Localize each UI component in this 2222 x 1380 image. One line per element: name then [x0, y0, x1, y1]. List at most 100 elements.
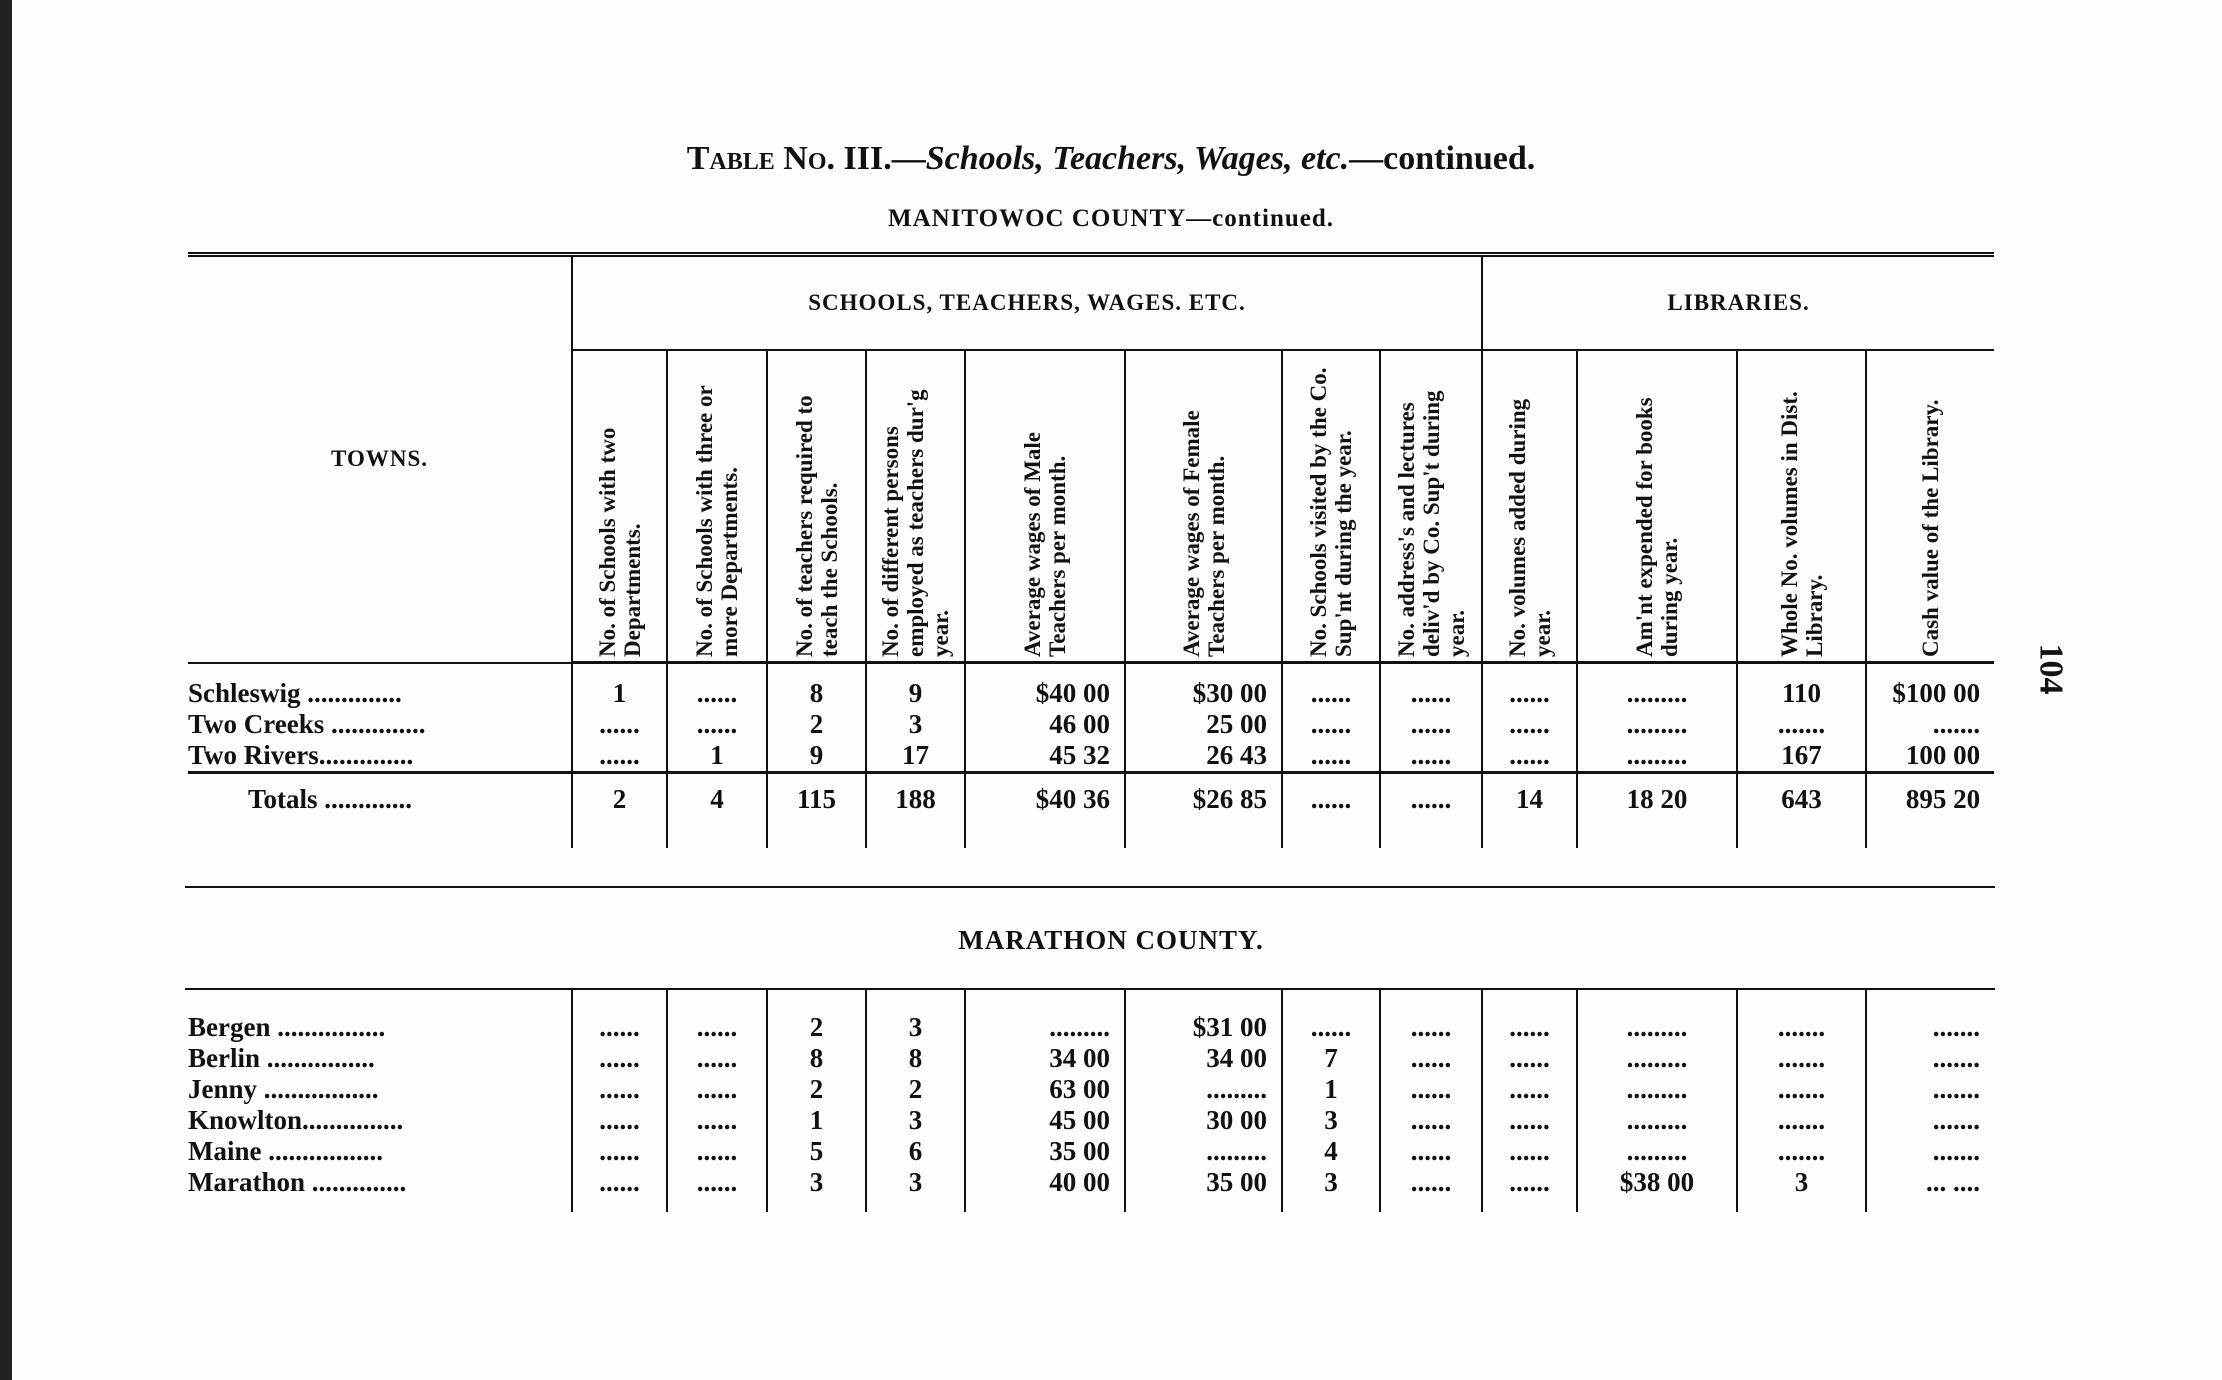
table-cell: .......	[1736, 990, 1866, 1043]
table-cell: 1	[571, 662, 667, 709]
table-cell: ......	[1481, 740, 1578, 773]
table-cell: ......	[666, 1074, 767, 1105]
table-cell: .........	[1576, 1074, 1737, 1105]
column-header: No. Schools visited by the Co. Sup'nt du…	[1281, 350, 1380, 664]
table-cell: 26 43	[1124, 740, 1282, 773]
table-cell: 6	[865, 1136, 965, 1167]
table-cell: $31 00	[1124, 990, 1282, 1043]
table-cell: 45 32	[964, 740, 1125, 773]
table-row: Schleswig .............. 1...... 8 9 $40 00 $…	[188, 662, 1995, 709]
table-row: Knowlton........................... 1 3 45 …	[188, 1105, 1994, 1136]
column-header-label: No. of Schools with two Departments.	[594, 427, 645, 657]
table-cell: .......	[1865, 709, 1995, 740]
table-cell: 167	[1736, 740, 1867, 773]
table-cell: ......	[1481, 662, 1578, 709]
table-cell: 35 00	[964, 1136, 1125, 1167]
table-cell: ......	[1281, 709, 1380, 740]
table-cell: $30 00	[1124, 662, 1282, 709]
table-cell: .........	[1576, 1043, 1737, 1074]
town-name: Berlin ................	[188, 1043, 375, 1073]
column-header-label: No. Schools visited by the Co. Sup'nt du…	[1306, 367, 1356, 657]
table-cell: ......	[1379, 990, 1482, 1043]
table-row: Two Creeks .......................... 2 3 4…	[188, 709, 1995, 740]
table-cell: .........	[1576, 709, 1738, 740]
table-cell: 3	[1281, 1105, 1380, 1136]
table-cell: 2	[766, 1074, 866, 1105]
town-name: Bergen ................	[188, 1012, 386, 1042]
table-cell: 18 20	[1576, 771, 1738, 848]
table-cell: ......	[1379, 1136, 1482, 1167]
column-header: Am'nt expended for books during year.	[1576, 350, 1738, 664]
column-header: No. of Schools with three or more Depart…	[666, 350, 767, 664]
town-name: Two Rivers..............	[188, 740, 414, 770]
table-cell: .......	[1865, 1074, 1994, 1105]
table-cell: 643	[1736, 771, 1867, 848]
table-cell: 3	[865, 1167, 965, 1212]
column-header: No. of Schools with two Departments.	[571, 350, 667, 664]
table-cell: 9	[766, 740, 866, 773]
table-cell: 8	[766, 1043, 866, 1074]
column-header: Average wages of Male Teachers per month…	[964, 350, 1125, 664]
table-cell: ......	[1281, 662, 1380, 709]
table-cell: 8	[766, 662, 866, 709]
table-cell: .......	[1865, 1043, 1994, 1074]
scan-edge	[0, 0, 12, 1380]
table-cell: 2	[766, 709, 866, 740]
table-cell: .......	[1865, 1105, 1994, 1136]
table-cell: ......	[1379, 1105, 1482, 1136]
table-cell: 188	[865, 771, 965, 848]
table-cell: 3	[766, 1167, 866, 1212]
towns-header: TOWNS.	[188, 254, 572, 664]
table-cell: 895 20	[1865, 771, 1995, 848]
table-cell: ......	[666, 709, 767, 740]
table-cell: 46 00	[964, 709, 1125, 740]
table-cell: .........	[1576, 740, 1738, 773]
table-cell: 35 00	[1124, 1167, 1282, 1212]
table-cell: ......	[1481, 990, 1577, 1043]
table-row: Jenny ............................. 2 2 63 …	[188, 1074, 1994, 1105]
table-cell: 2	[766, 990, 866, 1043]
table-cell: 100 00	[1865, 740, 1995, 773]
table-cell: .......	[1736, 1105, 1866, 1136]
table-cell: 115	[766, 771, 866, 848]
table-cell: .........	[1124, 1074, 1282, 1105]
table-cell: 14	[1481, 771, 1578, 848]
table-cell: $100 00	[1865, 662, 1995, 709]
schools-group-header: SCHOOLS, TEACHERS, WAGES. ETC.	[570, 254, 1483, 351]
totals-row: Totals ............. 2 4 115 188 $40 36 $26 85…	[188, 771, 1995, 848]
table-cell: 40 00	[964, 1167, 1125, 1212]
table-cell: 3	[1736, 1167, 1866, 1212]
section-rule	[185, 886, 1995, 888]
table-cell: ......	[1481, 1136, 1577, 1167]
table-cell: 34 00	[964, 1043, 1125, 1074]
table-cell: 17	[865, 740, 965, 773]
table-cell: 2	[865, 1074, 965, 1105]
table-row: Marathon .......................... 3 3 40 …	[188, 1167, 1994, 1212]
table-cell: 1	[666, 740, 767, 773]
table-cell: ......	[1378, 740, 1483, 773]
town-name: Two Creeks ..............	[188, 709, 426, 739]
town-name: Knowlton...............	[188, 1105, 404, 1135]
table-cell: ... ....	[1865, 1167, 1994, 1212]
table-cell: ......	[666, 1167, 767, 1212]
marathon-county-title: MARATHON COUNTY.	[958, 925, 1264, 955]
table-cell: $38 00	[1576, 1167, 1737, 1212]
table-cell: 25 00	[1124, 709, 1282, 740]
column-header: No. volumes added during year.	[1481, 350, 1578, 664]
column-header-label: No. of teachers required to teach the Sc…	[791, 395, 842, 657]
town-name: Marathon ..............	[188, 1167, 407, 1197]
column-header-label: No. of different persons employed as tea…	[878, 389, 953, 657]
table-cell: 45 00	[964, 1105, 1125, 1136]
section-rule	[185, 988, 1995, 990]
column-header: No. address's and lectures deliv'd by Co…	[1378, 350, 1483, 664]
table-cell: .......	[1865, 990, 1994, 1043]
table-cell: .........	[1576, 662, 1738, 709]
page-title: Table No. III.—Schools, Teachers, Wages,…	[0, 140, 2222, 178]
table-cell: ......	[1378, 771, 1483, 848]
table-cell: 63 00	[964, 1074, 1125, 1105]
table-cell: 5	[766, 1136, 866, 1167]
table-cell: .........	[1124, 1136, 1282, 1167]
table-row: Bergen ............................ 2 3...…	[188, 990, 1994, 1043]
table-cell: ......	[666, 662, 767, 709]
table-row: Berlin ............................ 8 8 34 …	[188, 1043, 1994, 1074]
